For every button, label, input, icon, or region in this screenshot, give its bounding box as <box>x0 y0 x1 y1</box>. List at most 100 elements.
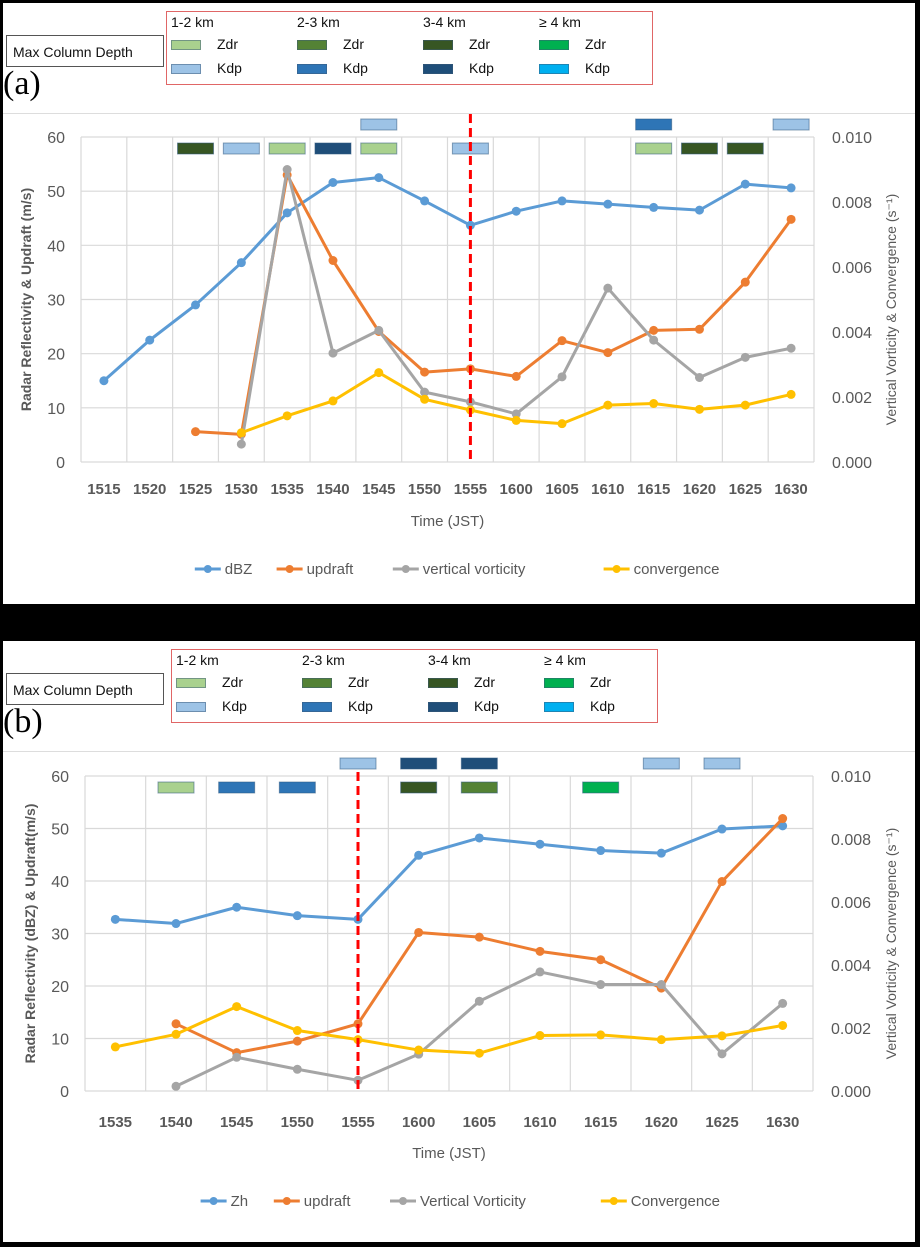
x-tick-label: 1615 <box>637 481 670 498</box>
y-tick-label: 10 <box>51 1032 69 1049</box>
data-point <box>474 932 484 942</box>
x-tick-label: 1610 <box>591 481 624 498</box>
legend-marker-icon <box>285 565 294 573</box>
data-point <box>603 283 613 293</box>
series-line <box>115 824 783 926</box>
series-legend: Zh updraft Vertical Vorticity Convergence <box>200 1193 720 1210</box>
x-tick-label: 1605 <box>545 481 578 498</box>
data-point <box>292 911 302 921</box>
legend-group-2-3km: 2-3 km Zdr Kdp <box>293 12 413 84</box>
data-point <box>191 300 201 310</box>
legend-group-title: 2-3 km <box>302 652 345 668</box>
chart-b: 0 10 20 30 40 50 60 0.000 0.002 0.004 0.006 0.008 0.… <box>3 751 915 1242</box>
series-dbz <box>99 173 796 386</box>
x-tick-label: 1525 <box>179 481 212 498</box>
x-axis-title: Time (JST) <box>412 1145 486 1162</box>
y2-tick-label: 0.002 <box>831 1021 871 1038</box>
y-axis-title: Radar Reflectivity & Updraft (m/s) <box>18 188 34 411</box>
data-point <box>603 400 613 410</box>
column-depth-marker-zdr <box>680 142 718 155</box>
y-tick-label: 60 <box>51 769 69 786</box>
zdr-label: Zdr <box>585 36 606 52</box>
data-point <box>511 371 521 381</box>
x-tick-label: 1545 <box>220 1114 253 1131</box>
data-point <box>420 387 430 397</box>
zdr-label: Zdr <box>217 36 238 52</box>
legend-item: Vertical Vorticity <box>390 1193 526 1210</box>
kdp-label: Kdp <box>348 698 373 714</box>
zdr-label: Zdr <box>348 674 369 690</box>
legend-item: updraft <box>276 561 354 578</box>
y2-tick-label: 0.000 <box>832 455 872 472</box>
data-point <box>232 1052 242 1062</box>
kdp-label: Kdp <box>469 60 494 76</box>
y-tick-label: 30 <box>51 927 69 944</box>
data-point <box>511 415 521 425</box>
data-point <box>694 404 704 414</box>
kdp-label: Kdp <box>474 698 499 714</box>
data-point <box>656 848 666 858</box>
data-point <box>557 419 567 429</box>
legend-group-title: ≥ 4 km <box>544 652 586 668</box>
y2-tick-label: 0.002 <box>832 390 872 407</box>
data-point <box>511 409 521 419</box>
data-point <box>282 208 292 218</box>
column-depth-marker-kdp <box>339 757 377 770</box>
data-point <box>786 183 796 193</box>
x-tick-label: 1515 <box>87 481 120 498</box>
data-point <box>694 324 704 334</box>
chart-b-svg: 0 10 20 30 40 50 60 0.000 0.002 0.004 0.006 0.008 0.… <box>22 757 899 1210</box>
data-point <box>740 400 750 410</box>
data-point <box>786 214 796 224</box>
series-legend: dBZ updraft vertical vorticity convergence <box>194 561 720 578</box>
x-tick-label: 1605 <box>463 1114 496 1131</box>
data-point <box>145 335 155 345</box>
kdp-label: Kdp <box>585 60 610 76</box>
x-tick-label: 1530 <box>225 481 258 498</box>
y2-tick-label: 0.010 <box>832 130 872 147</box>
kdp-swatch <box>544 702 574 712</box>
legend-label: Vertical Vorticity <box>420 1193 526 1210</box>
legend-group-title: 1-2 km <box>176 652 219 668</box>
data-point <box>649 325 659 335</box>
data-point <box>171 1019 181 1029</box>
data-point <box>596 846 606 856</box>
y-tick-label: 50 <box>51 822 69 839</box>
y2-tick-label: 0.004 <box>832 325 872 342</box>
x-axis-title: Time (JST) <box>411 513 485 530</box>
kdp-swatch <box>176 702 206 712</box>
series-convergence <box>110 1002 788 1058</box>
legend-group-4km-plus: ≥ 4 km Zdr Kdp <box>535 12 655 84</box>
data-point <box>717 824 727 834</box>
data-point <box>474 1048 484 1058</box>
data-point <box>236 258 246 268</box>
series-updraft <box>171 814 788 1058</box>
data-point <box>374 173 384 183</box>
data-point <box>474 833 484 843</box>
legend-group-1-2km: 1-2 km Zdr Kdp <box>167 12 287 84</box>
y-tick-label: 20 <box>51 979 69 996</box>
zdr-swatch <box>302 678 332 688</box>
y2-tick-label: 0.010 <box>831 769 871 786</box>
column-depth-marker-kdp <box>635 118 673 131</box>
series-zh <box>110 821 788 929</box>
data-point <box>649 399 659 408</box>
y2-tick-label: 0.008 <box>832 195 872 212</box>
data-point <box>656 1035 666 1045</box>
legend-label: updraft <box>304 1193 352 1210</box>
x-tick-label: 1615 <box>584 1114 617 1131</box>
column-depth-marker-zdr <box>582 781 620 794</box>
zdr-label: Zdr <box>343 36 364 52</box>
data-point <box>778 998 788 1008</box>
column-depth-marker-zdr <box>460 781 498 794</box>
kdp-swatch <box>171 64 201 74</box>
x-tick-label: 1520 <box>133 481 166 498</box>
data-point <box>740 179 750 189</box>
x-tick-label: 1535 <box>99 1114 132 1131</box>
column-depth-marker-kdp <box>772 118 810 131</box>
chart-a-svg: 0 10 20 30 40 50 60 0.000 0.002 0.004 0.006 0.008 0.… <box>18 114 899 578</box>
kdp-swatch <box>297 64 327 74</box>
data-point <box>717 1031 727 1041</box>
zdr-swatch <box>544 678 574 688</box>
legend-label: convergence <box>634 561 720 578</box>
